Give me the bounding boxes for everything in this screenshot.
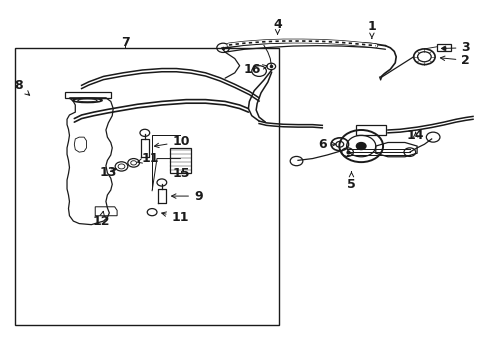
Text: 8: 8	[15, 79, 30, 95]
Text: 11: 11	[162, 211, 189, 224]
Bar	[64, 93, 111, 98]
Bar	[15, 48, 278, 325]
Text: 7: 7	[121, 36, 129, 49]
Text: 9: 9	[171, 190, 202, 203]
Text: 1: 1	[367, 20, 375, 39]
Text: 3: 3	[441, 41, 469, 54]
Bar	[356, 125, 385, 135]
Text: 2: 2	[440, 54, 469, 67]
Text: 11: 11	[137, 152, 159, 165]
Text: 12: 12	[92, 211, 110, 228]
Text: 4: 4	[273, 18, 282, 34]
Text: 5: 5	[346, 172, 355, 191]
Text: 15: 15	[172, 167, 190, 180]
Text: 14: 14	[406, 129, 424, 142]
Circle shape	[356, 143, 366, 150]
Text: 10: 10	[154, 135, 190, 148]
Text: 16: 16	[243, 63, 267, 76]
Text: 13: 13	[100, 166, 117, 179]
Bar	[169, 148, 191, 173]
Bar	[436, 44, 450, 51]
Text: 6: 6	[317, 138, 335, 151]
